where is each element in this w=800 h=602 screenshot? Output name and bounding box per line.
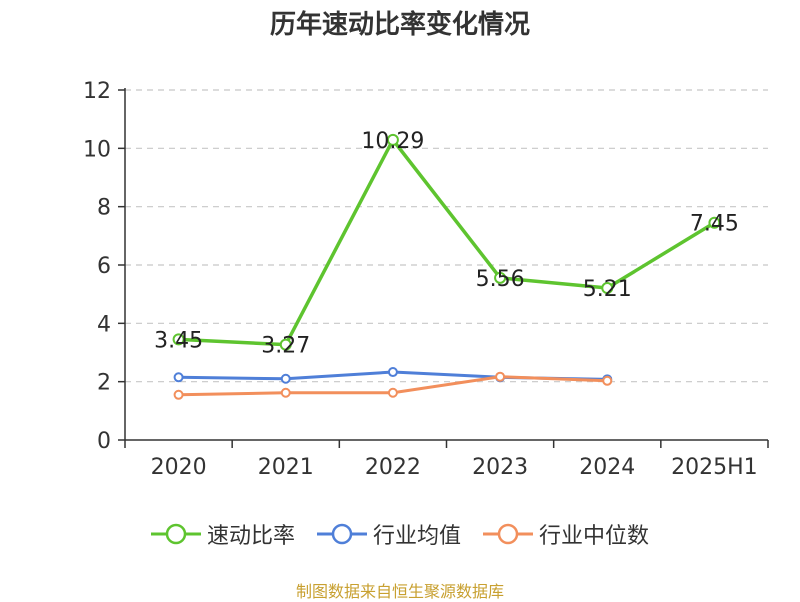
- data-point: [495, 371, 506, 382]
- data-label: 3.45: [154, 328, 203, 353]
- legend-item[interactable]: 速动比率: [150, 518, 295, 550]
- legend: 速动比率 行业均值 行业中位数: [0, 518, 800, 550]
- series-layer: [172, 133, 721, 400]
- legend-swatch: [483, 523, 533, 545]
- legend-label: 行业均值: [372, 524, 461, 549]
- x-axis-ticks: 2020 2021 2022 2023 2024 2025H1: [124, 440, 769, 480]
- axes: [124, 88, 768, 441]
- y-tick-label: 12: [83, 79, 111, 104]
- legend-item[interactable]: 行业均值: [316, 518, 461, 550]
- data-point: [386, 133, 399, 146]
- data-point: [172, 333, 185, 346]
- x-tick-label: 2023: [472, 455, 528, 480]
- data-point: [387, 367, 398, 378]
- data-label: 7.45: [690, 212, 739, 237]
- y-tick-label: 8: [97, 196, 111, 221]
- legend-label: 行业中位数: [539, 524, 650, 549]
- data-point: [494, 271, 507, 284]
- data-labels: 3.45 3.27 10.29 5.56 5.21 7.45: [154, 129, 739, 359]
- y-axis-ticks: 0 2 4 6 8 10 12: [83, 79, 125, 454]
- data-point: [601, 282, 614, 295]
- data-label: 5.56: [476, 267, 525, 292]
- x-tick-label: 2020: [151, 455, 207, 480]
- y-tick-label: 4: [97, 312, 111, 337]
- x-tick-label: 2022: [365, 455, 421, 480]
- legend-swatch: [316, 523, 367, 545]
- y-tick-label: 10: [83, 137, 111, 162]
- data-point: [387, 387, 398, 398]
- y-tick-label: 2: [97, 371, 111, 396]
- data-label: 10.29: [361, 129, 424, 154]
- y-tick-label: 6: [97, 254, 111, 279]
- data-point: [708, 216, 721, 229]
- data-label: 5.21: [583, 277, 632, 302]
- data-point: [602, 375, 613, 386]
- data-point: [173, 372, 184, 383]
- grid-lines: [125, 89, 768, 383]
- series-line: [178, 138, 716, 347]
- data-point: [173, 389, 184, 400]
- x-tick-label: 2025H1: [671, 455, 758, 480]
- legend-item[interactable]: 行业中位数: [483, 518, 649, 550]
- x-tick-label: 2021: [258, 455, 314, 480]
- chart-title: 历年速动比率变化情况: [269, 10, 530, 40]
- legend-swatch: [150, 523, 201, 545]
- data-point: [280, 373, 291, 384]
- source-note: 制图数据来自恒生聚源数据库: [295, 582, 504, 601]
- data-point: [279, 338, 292, 351]
- x-tick-label: 2024: [579, 455, 635, 480]
- data-point: [280, 387, 291, 398]
- legend-label: 速动比率: [206, 524, 295, 549]
- data-label: 3.27: [261, 334, 310, 359]
- y-tick-label: 0: [97, 429, 111, 454]
